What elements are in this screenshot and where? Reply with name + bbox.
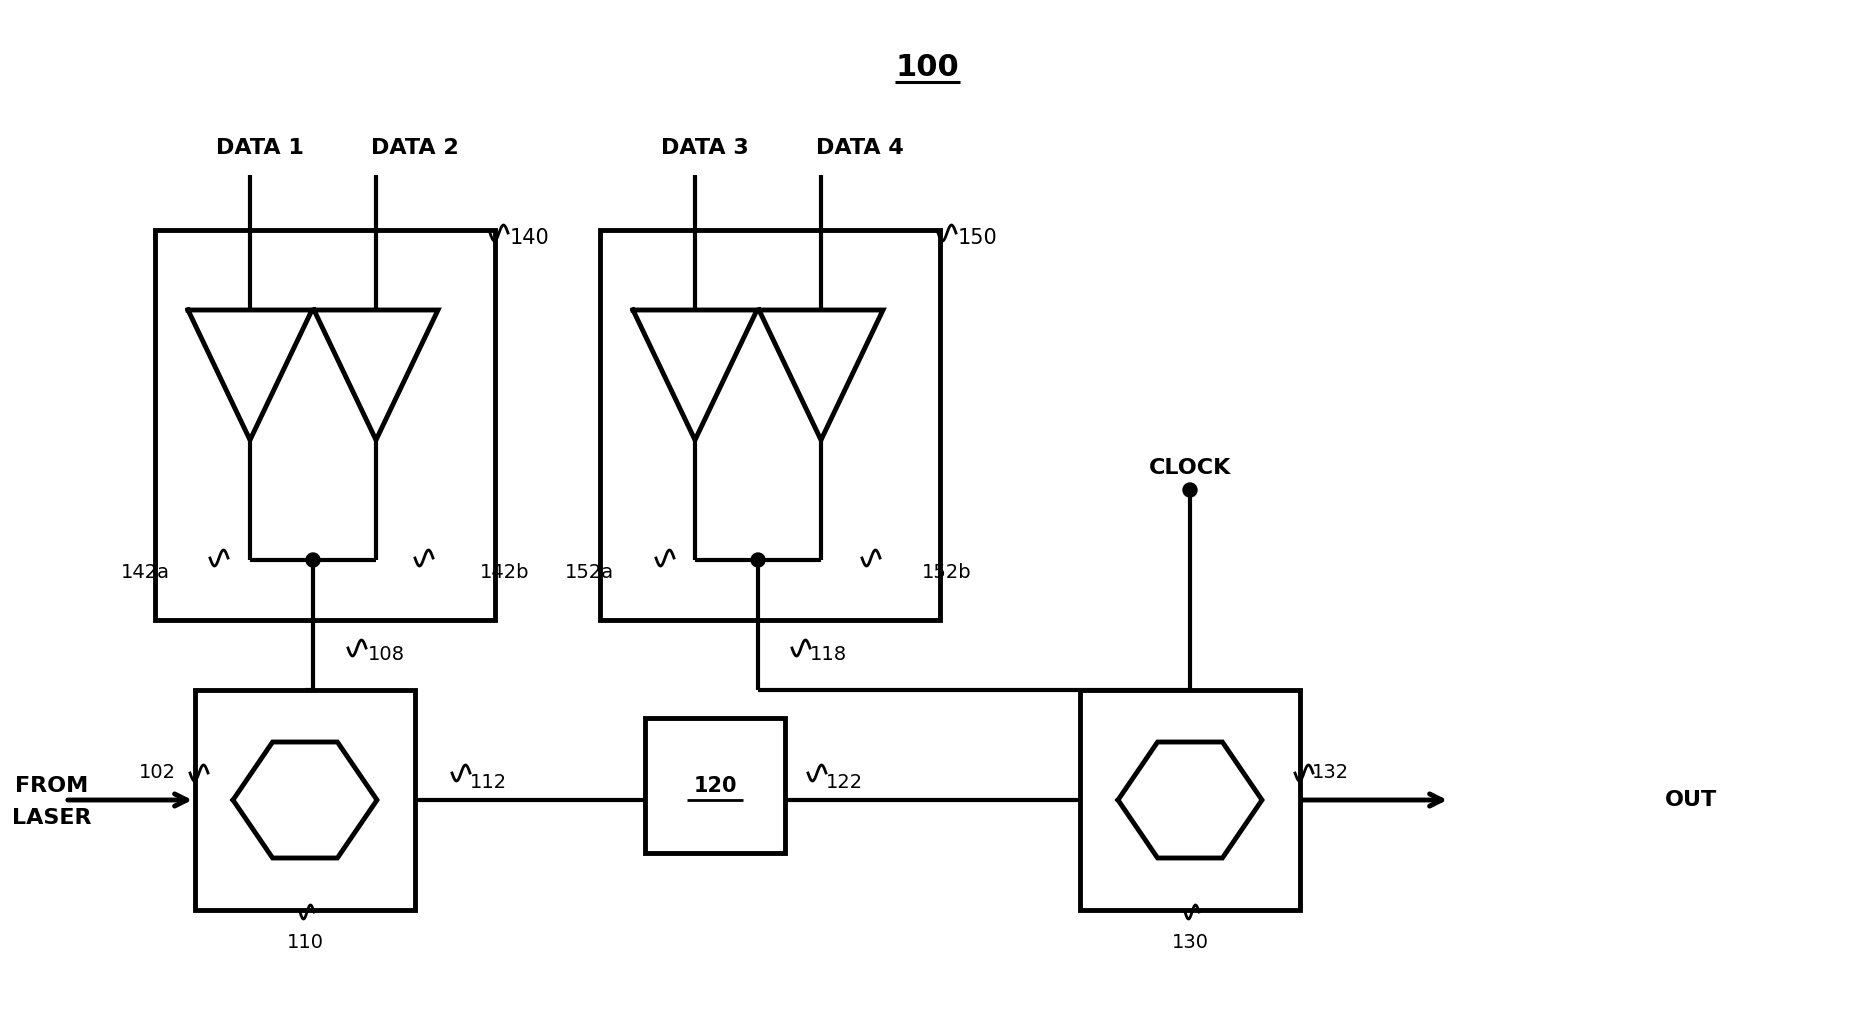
- Text: 150: 150: [959, 228, 997, 248]
- Text: OUT: OUT: [1665, 790, 1717, 810]
- Text: LASER: LASER: [13, 808, 91, 828]
- Text: 122: 122: [827, 772, 864, 791]
- Bar: [645, 718, 784, 853]
- Circle shape: [306, 553, 321, 566]
- Bar: [1081, 690, 1300, 909]
- Text: DATA 2: DATA 2: [371, 138, 460, 158]
- Text: 100: 100: [895, 54, 959, 82]
- Text: FROM: FROM: [15, 776, 89, 796]
- Text: 142b: 142b: [480, 563, 530, 583]
- Text: 152a: 152a: [565, 563, 614, 583]
- Text: 120: 120: [693, 776, 736, 796]
- Text: DATA 3: DATA 3: [662, 138, 749, 158]
- Bar: [156, 230, 495, 620]
- Circle shape: [1183, 483, 1198, 497]
- Text: DATA 4: DATA 4: [816, 138, 905, 158]
- Text: 142a: 142a: [121, 563, 171, 583]
- Text: 102: 102: [139, 762, 176, 782]
- Text: 118: 118: [810, 646, 847, 664]
- Text: 108: 108: [367, 646, 404, 664]
- Text: CLOCK: CLOCK: [1149, 458, 1231, 478]
- Text: 140: 140: [510, 228, 551, 248]
- Text: 110: 110: [287, 932, 323, 952]
- Text: 112: 112: [471, 772, 508, 791]
- Bar: [195, 690, 415, 909]
- Text: 132: 132: [1313, 762, 1350, 782]
- Text: 130: 130: [1172, 932, 1209, 952]
- Text: 152b: 152b: [921, 563, 971, 583]
- Circle shape: [751, 553, 766, 566]
- Bar: [601, 230, 940, 620]
- Text: DATA 1: DATA 1: [217, 138, 304, 158]
